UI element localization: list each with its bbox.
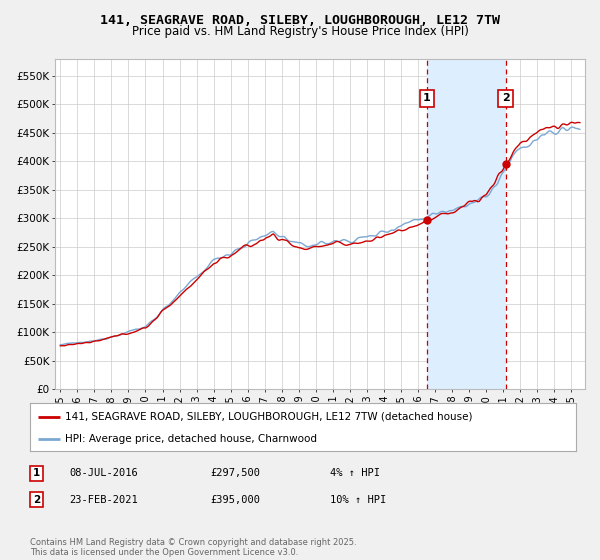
Text: 1: 1: [423, 94, 431, 104]
Text: £297,500: £297,500: [210, 468, 260, 478]
Text: 08-JUL-2016: 08-JUL-2016: [69, 468, 138, 478]
Text: £395,000: £395,000: [210, 494, 260, 505]
Text: 141, SEAGRAVE ROAD, SILEBY, LOUGHBOROUGH, LE12 7TW (detached house): 141, SEAGRAVE ROAD, SILEBY, LOUGHBOROUGH…: [65, 412, 473, 422]
Text: 23-FEB-2021: 23-FEB-2021: [69, 494, 138, 505]
Text: 141, SEAGRAVE ROAD, SILEBY, LOUGHBOROUGH, LE12 7TW: 141, SEAGRAVE ROAD, SILEBY, LOUGHBOROUGH…: [100, 14, 500, 27]
Text: 10% ↑ HPI: 10% ↑ HPI: [330, 494, 386, 505]
Text: 2: 2: [33, 494, 40, 505]
Text: Contains HM Land Registry data © Crown copyright and database right 2025.
This d: Contains HM Land Registry data © Crown c…: [30, 538, 356, 557]
Bar: [427, 59, 506, 389]
Text: Price paid vs. HM Land Registry's House Price Index (HPI): Price paid vs. HM Land Registry's House …: [131, 25, 469, 39]
Text: 1: 1: [33, 468, 40, 478]
Text: HPI: Average price, detached house, Charnwood: HPI: Average price, detached house, Char…: [65, 434, 317, 444]
Text: 2: 2: [502, 94, 509, 104]
Text: 4% ↑ HPI: 4% ↑ HPI: [330, 468, 380, 478]
